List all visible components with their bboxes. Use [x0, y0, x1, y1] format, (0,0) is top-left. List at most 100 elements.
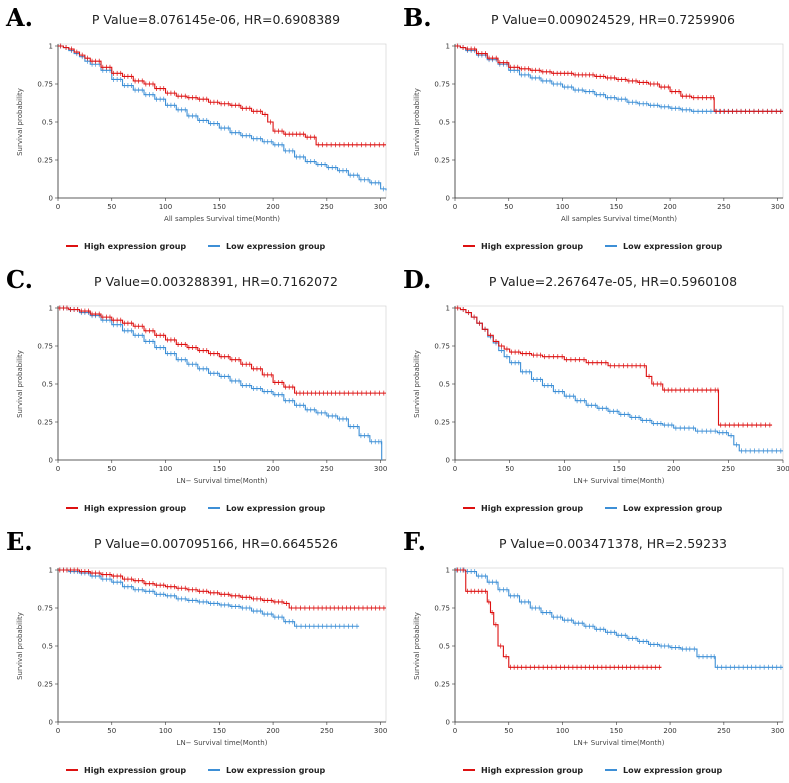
x-axis-label: All samples Survival time(Month)	[164, 215, 280, 223]
high-censor-marks	[457, 43, 782, 114]
high-expression-curve	[58, 45, 386, 146]
x-tick-label: 100	[159, 465, 172, 473]
x-tick-label: 0	[56, 465, 60, 473]
x-tick-label: 250	[320, 203, 333, 211]
high-censor-marks	[59, 305, 385, 396]
chart-title: P Value=2.267647e-05, HR=0.5960108	[489, 274, 737, 289]
x-axis-label: LN+ Survival time(Month)	[574, 739, 665, 747]
y-axis-label: Survival probability	[413, 88, 421, 156]
y-axis-label: Survival probability	[16, 612, 24, 680]
plot-frame	[454, 43, 784, 199]
legend-low-label: Low expression group	[623, 242, 723, 251]
chart-panel-4: D. P Value=2.267647e-05, HR=0.5960108 0 50 1…	[403, 265, 789, 513]
x-tick-label: 150	[213, 727, 226, 735]
panel-letter: A.	[5, 3, 33, 32]
y-tick-label: 1	[446, 305, 450, 313]
plot-frame	[57, 567, 387, 723]
y-tick-label: 0	[49, 719, 53, 727]
legend-low-label: Low expression group	[226, 766, 326, 775]
x-tick-label: 50	[505, 465, 514, 473]
y-tick-label: 0.75	[434, 605, 450, 613]
high-expression-curve	[455, 569, 662, 668]
legend-low-label: Low expression group	[226, 242, 326, 251]
x-tick-label: 150	[213, 465, 226, 473]
y-tick-label: 0	[446, 457, 450, 465]
low-expression-curve	[58, 45, 387, 191]
legend-high-label: High expression group	[84, 766, 186, 775]
x-tick-label: 200	[667, 465, 680, 473]
low-expression-curve	[455, 569, 783, 668]
chart-panel-6: F. P Value=0.003471378, HR=2.59233 0 50 100 1…	[403, 527, 784, 775]
panel-letter: E.	[6, 527, 33, 556]
y-tick-label: 0	[446, 719, 450, 727]
chart-title: P Value=0.009024529, HR=0.7259906	[491, 12, 735, 27]
low-censor-marks	[457, 43, 782, 114]
chart-title: P Value=8.076145e-06, HR=0.6908389	[92, 12, 340, 27]
chart-title: P Value=0.003288391, HR=0.7162072	[94, 274, 338, 289]
y-tick-label: 0.5	[42, 643, 53, 651]
x-axis-label: All samples Survival time(Month)	[561, 215, 677, 223]
y-tick-label: 0.75	[37, 605, 53, 613]
x-tick-label: 300	[374, 727, 387, 735]
y-tick-label: 0.75	[37, 343, 53, 351]
panel-letter: B.	[403, 3, 432, 32]
x-tick-label: 100	[558, 465, 571, 473]
low-expression-curve	[58, 307, 383, 460]
x-tick-label: 250	[717, 203, 730, 211]
y-tick-label: 0.5	[42, 381, 53, 389]
x-tick-label: 0	[453, 203, 457, 211]
x-tick-label: 100	[159, 203, 172, 211]
y-tick-label: 1	[49, 305, 53, 313]
x-tick-label: 250	[320, 727, 333, 735]
y-tick-label: 0.5	[439, 119, 450, 127]
plot-frame	[454, 567, 784, 723]
y-tick-label: 1	[49, 567, 53, 575]
high-censor-marks	[60, 43, 385, 148]
y-axis-label: Survival probability	[16, 350, 24, 418]
y-tick-label: 1	[49, 43, 53, 51]
x-tick-label: 300	[374, 465, 387, 473]
y-tick-label: 0.25	[37, 419, 53, 427]
high-censor-marks	[59, 567, 385, 611]
x-axis-label: LN− Survival time(Month)	[177, 477, 268, 485]
y-axis-label: Survival probability	[413, 350, 421, 418]
x-tick-label: 200	[663, 727, 676, 735]
legend-high-label: High expression group	[481, 504, 583, 513]
legend-high-label: High expression group	[84, 242, 186, 251]
x-tick-label: 0	[56, 203, 60, 211]
x-tick-label: 100	[556, 203, 569, 211]
x-tick-label: 100	[556, 727, 569, 735]
x-tick-label: 50	[107, 727, 116, 735]
x-tick-label: 0	[453, 727, 457, 735]
y-tick-label: 0.75	[434, 343, 450, 351]
low-censor-marks	[60, 43, 384, 192]
y-tick-label: 1	[446, 567, 450, 575]
x-axis-label: LN− Survival time(Month)	[177, 739, 268, 747]
x-axis-label: LN+ Survival time(Month)	[574, 477, 665, 485]
y-tick-label: 0	[49, 457, 53, 465]
y-tick-label: 0.25	[37, 681, 53, 689]
high-censor-marks	[457, 305, 771, 428]
x-tick-label: 300	[374, 203, 387, 211]
x-tick-label: 150	[213, 203, 226, 211]
x-tick-label: 250	[722, 465, 735, 473]
chart-title: P Value=0.007095166, HR=0.6645526	[94, 536, 338, 551]
high-expression-curve	[455, 307, 773, 426]
panel-letter: C.	[6, 265, 33, 294]
high-expression-curve	[58, 307, 386, 394]
x-tick-label: 50	[504, 203, 513, 211]
y-tick-label: 1	[446, 43, 450, 51]
chart-panel-1: A. P Value=8.076145e-06, HR=0.6908389 0 50 1…	[5, 3, 387, 251]
plot-frame	[57, 305, 387, 461]
x-tick-label: 0	[56, 727, 60, 735]
chart-panel-5: E. P Value=0.007095166, HR=0.6645526 0 50 1 0…	[6, 527, 387, 775]
x-tick-label: 200	[266, 465, 279, 473]
legend-low-label: Low expression group	[623, 504, 723, 513]
low-expression-curve	[455, 307, 783, 452]
y-tick-label: 0.75	[37, 81, 53, 89]
y-tick-label: 0.5	[42, 119, 53, 127]
y-tick-label: 0.25	[434, 157, 450, 165]
